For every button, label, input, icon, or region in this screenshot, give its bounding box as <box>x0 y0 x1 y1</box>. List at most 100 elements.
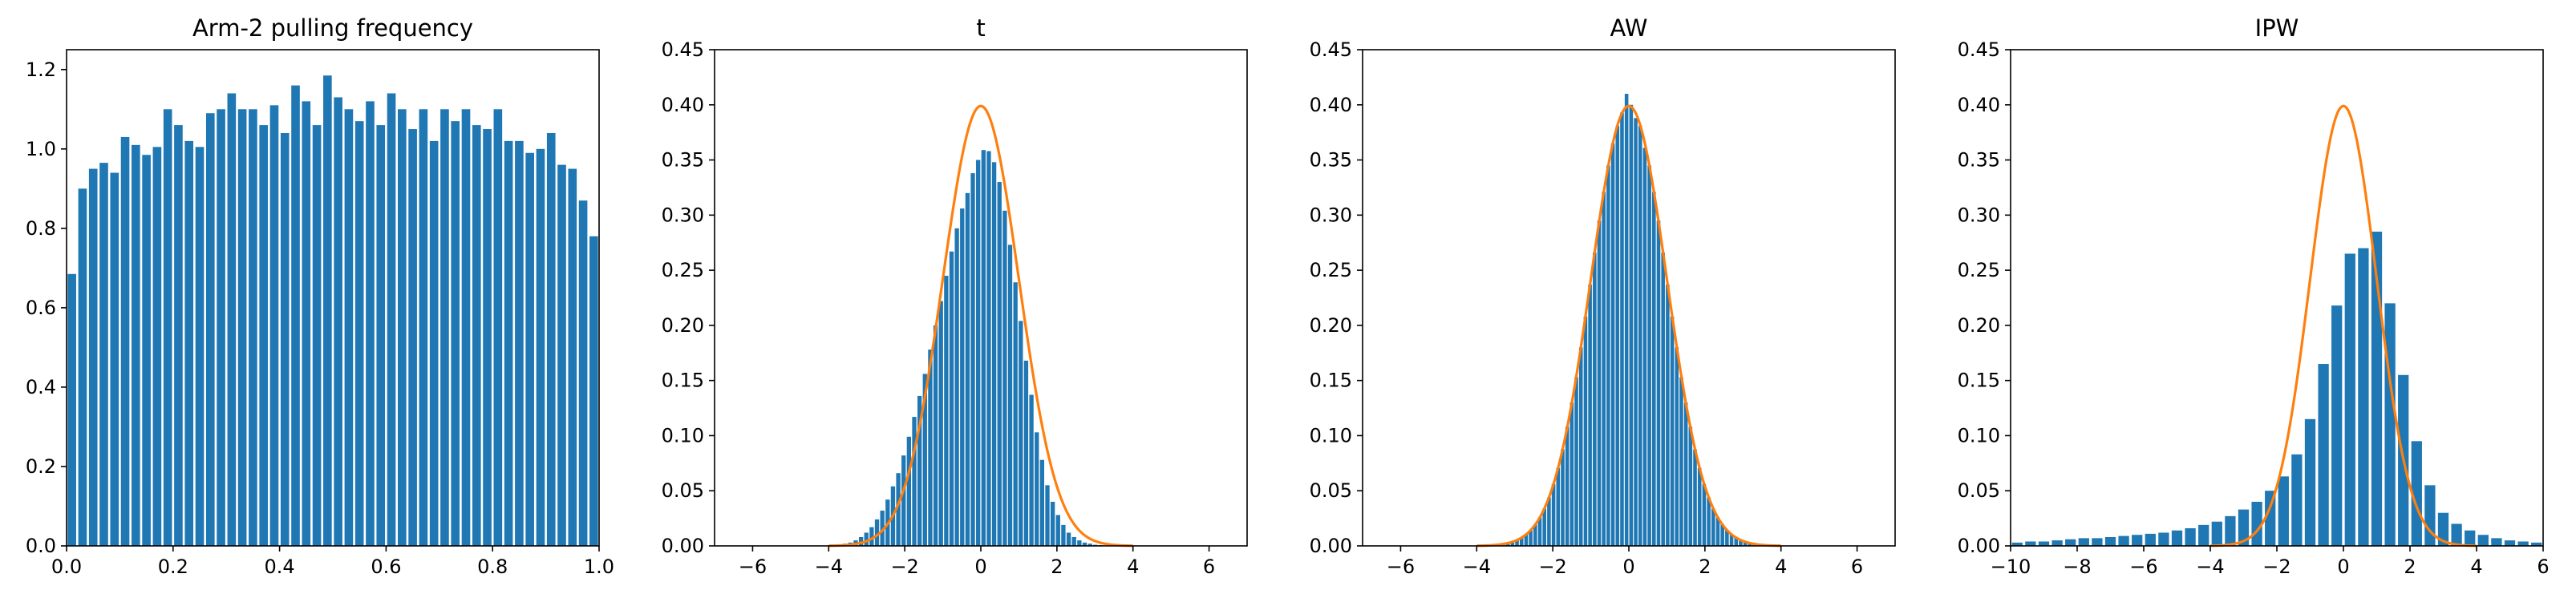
panel-title: AW <box>1610 14 1648 42</box>
y-tick-label: 0.25 <box>662 259 704 281</box>
histogram-bar <box>2477 535 2489 546</box>
curve-group <box>1476 104 1781 547</box>
histogram-bar <box>557 164 566 546</box>
y-tick-label: 0.00 <box>662 535 704 557</box>
histogram-bar <box>472 125 481 546</box>
histogram-bar <box>398 109 407 546</box>
panel-t: t −6 −4 −2 0 2 4 6 0.00 0.05 0.10 0.15 0.20 0.25 0.3… <box>662 14 1248 578</box>
x-tick-label: 0 <box>974 556 986 578</box>
histogram-bar <box>874 519 880 546</box>
histogram-bar <box>1066 532 1071 546</box>
histogram-bar <box>1697 467 1702 546</box>
histogram-bar <box>2225 515 2236 546</box>
curve-group <box>828 104 1133 547</box>
y-axis: 0.00 0.05 0.10 0.15 0.20 0.25 0.30 0.35 0.40 0.45 <box>1958 38 2011 557</box>
histogram-bar <box>2504 540 2516 546</box>
normal-density-curve <box>1476 104 1781 547</box>
normal-density-curve <box>2209 104 2477 547</box>
histogram-bar <box>1542 508 1546 546</box>
x-tick-label: 0.2 <box>158 556 188 578</box>
histogram-bar <box>944 275 949 546</box>
panel-title: t <box>976 14 985 42</box>
histogram-bar <box>912 417 917 546</box>
histogram-bar <box>323 75 332 547</box>
histogram-bar <box>1013 282 1018 546</box>
histogram-bar <box>1734 537 1739 546</box>
histogram-bar <box>1551 483 1556 546</box>
histogram-bar <box>1675 347 1679 546</box>
y-tick-label: 1.0 <box>26 138 56 160</box>
x-tick-label: 0 <box>1622 556 1634 578</box>
histogram-bar <box>110 172 119 546</box>
histogram-bar <box>205 113 215 546</box>
histogram-bar <box>546 132 556 546</box>
y-tick-label: 0.8 <box>26 217 56 240</box>
histogram-bar <box>1569 402 1574 546</box>
histogram-bar <box>1578 347 1583 546</box>
x-tick-label: −2 <box>2262 556 2290 578</box>
x-axis: −6 −4 −2 0 2 4 6 <box>1387 546 1863 578</box>
histogram-bar <box>896 473 901 546</box>
histogram-bar <box>1547 497 1551 546</box>
histogram-bar <box>2238 509 2250 546</box>
histogram-bar <box>2291 454 2303 546</box>
histogram-bar <box>429 140 439 546</box>
y-tick-label: 0.05 <box>662 479 704 502</box>
bar-group <box>832 150 1114 547</box>
bar-group <box>1492 94 1766 547</box>
histogram-bar <box>1702 483 1707 546</box>
x-tick-label: 2 <box>1051 556 1063 578</box>
histogram-bar <box>933 325 938 546</box>
histogram-bar <box>525 152 534 546</box>
histogram-bar <box>2358 248 2369 546</box>
histogram-bar <box>1082 542 1088 546</box>
histogram-bar <box>1505 543 1510 546</box>
histogram-bar <box>2185 527 2196 546</box>
histogram-bar <box>78 188 87 546</box>
histogram-bar <box>2158 532 2169 546</box>
x-axis: −6 −4 −2 0 2 4 6 <box>739 546 1215 578</box>
histogram-bar <box>2092 538 2103 546</box>
histogram-bar <box>858 536 864 546</box>
histogram-bar <box>302 101 311 547</box>
histogram-bar <box>1035 432 1039 546</box>
histogram-bar <box>1624 94 1629 546</box>
x-axis: 0.0 0.2 0.4 0.6 0.8 1.0 <box>51 546 614 578</box>
y-tick-label: 0.10 <box>662 424 704 446</box>
x-tick-label: −6 <box>2129 556 2157 578</box>
histogram-bar <box>1029 394 1034 546</box>
histogram-bar <box>981 150 986 547</box>
y-tick-label: 0.45 <box>662 38 704 61</box>
histogram-bar <box>376 125 386 546</box>
histogram-bar <box>901 455 906 546</box>
histogram-bar <box>1519 537 1524 546</box>
y-tick-label: 0.30 <box>1310 204 1352 226</box>
y-tick-label: 0.10 <box>1958 424 2000 446</box>
histogram-bar <box>1050 501 1055 546</box>
histogram-bar <box>938 301 943 546</box>
histogram-bar <box>536 148 545 547</box>
x-tick-label: −4 <box>1463 556 1491 578</box>
histogram-bar <box>1561 449 1565 546</box>
x-tick-label: −4 <box>2196 556 2224 578</box>
histogram-bar <box>1661 253 1665 546</box>
histogram-bar <box>906 436 912 546</box>
histogram-bar <box>1634 118 1638 547</box>
histogram-bar <box>1620 112 1624 546</box>
histogram-bar <box>1077 540 1082 546</box>
histogram-bar <box>88 168 98 546</box>
y-tick-label: 0.15 <box>1958 370 2000 392</box>
histogram-bar <box>493 109 503 546</box>
histogram-bar <box>1088 543 1092 546</box>
x-tick-label: 2 <box>2404 556 2416 578</box>
histogram-bar <box>1679 377 1683 546</box>
histogram-bar <box>1610 143 1615 546</box>
histogram-bar <box>1045 485 1050 546</box>
histogram-bar <box>354 121 364 547</box>
bar-group <box>67 75 598 547</box>
histogram-bar <box>291 85 300 547</box>
histogram-bar <box>2118 535 2129 546</box>
x-tick-label: 0.4 <box>265 556 295 578</box>
histogram-bar <box>864 532 869 546</box>
